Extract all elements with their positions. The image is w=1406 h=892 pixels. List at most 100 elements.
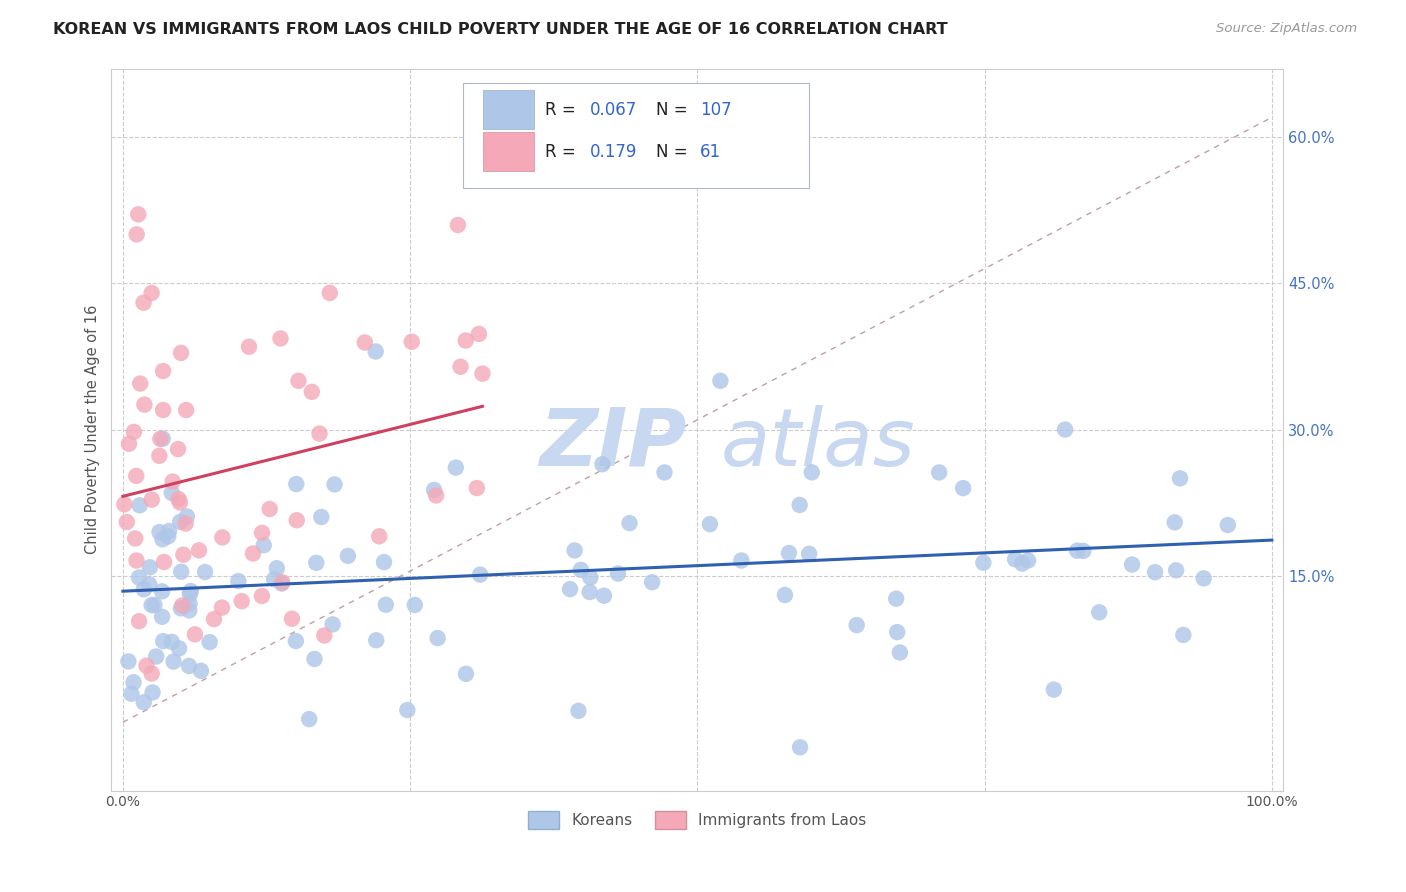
Text: 0.067: 0.067 <box>589 101 637 119</box>
Immigrants from Laos <box>188 543 211 558</box>
Text: atlas: atlas <box>721 405 915 483</box>
Immigrants from Laos <box>259 502 281 516</box>
Koreans <box>1043 682 1066 697</box>
Koreans <box>142 685 165 699</box>
Koreans <box>152 533 174 547</box>
Koreans <box>128 570 150 584</box>
Immigrants from Laos <box>125 553 148 567</box>
Koreans <box>374 598 396 612</box>
Koreans <box>709 374 731 388</box>
Koreans <box>160 635 183 649</box>
Immigrants from Laos <box>162 475 184 489</box>
Koreans <box>884 591 907 606</box>
Immigrants from Laos <box>319 285 342 300</box>
Immigrants from Laos <box>153 555 176 569</box>
Koreans <box>120 687 142 701</box>
Koreans <box>179 603 201 617</box>
Koreans <box>1163 516 1185 530</box>
Immigrants from Laos <box>141 492 163 507</box>
Koreans <box>170 601 193 615</box>
Koreans <box>423 483 446 497</box>
Koreans <box>396 703 419 717</box>
Koreans <box>1054 423 1077 437</box>
Koreans <box>778 546 800 560</box>
Immigrants from Laos <box>368 529 391 543</box>
Koreans <box>972 556 994 570</box>
Immigrants from Laos <box>211 600 233 615</box>
Immigrants from Laos <box>125 227 148 242</box>
Koreans <box>654 466 676 480</box>
Immigrants from Laos <box>465 481 488 495</box>
Koreans <box>179 596 201 610</box>
Koreans <box>162 655 184 669</box>
Immigrants from Laos <box>124 532 146 546</box>
Koreans <box>730 553 752 567</box>
Immigrants from Laos <box>314 628 336 642</box>
Koreans <box>298 712 321 726</box>
Koreans <box>141 598 163 612</box>
Koreans <box>928 466 950 480</box>
Koreans <box>578 585 600 599</box>
Koreans <box>152 432 174 446</box>
Immigrants from Laos <box>250 525 273 540</box>
Koreans <box>1166 563 1188 577</box>
Koreans <box>607 566 630 581</box>
Koreans <box>641 575 664 590</box>
Text: N =: N = <box>657 101 693 119</box>
Text: 61: 61 <box>700 143 721 161</box>
Immigrants from Laos <box>125 468 148 483</box>
Koreans <box>404 598 426 612</box>
Koreans <box>270 576 292 591</box>
Immigrants from Laos <box>118 436 141 450</box>
Koreans <box>150 584 173 599</box>
Koreans <box>579 570 602 584</box>
Koreans <box>569 563 592 577</box>
Koreans <box>845 618 868 632</box>
Text: KOREAN VS IMMIGRANTS FROM LAOS CHILD POVERTY UNDER THE AGE OF 16 CORRELATION CHA: KOREAN VS IMMIGRANTS FROM LAOS CHILD POV… <box>53 22 948 37</box>
Text: N =: N = <box>657 143 693 161</box>
Koreans <box>145 649 167 664</box>
Legend: Koreans, Immigrants from Laos: Koreans, Immigrants from Laos <box>523 805 873 835</box>
Koreans <box>1121 558 1143 572</box>
Text: 0.179: 0.179 <box>589 143 637 161</box>
Koreans <box>373 555 395 569</box>
Koreans <box>117 654 139 668</box>
Immigrants from Laos <box>149 432 172 446</box>
Immigrants from Laos <box>172 599 194 613</box>
Text: ZIP: ZIP <box>538 405 686 483</box>
Koreans <box>170 565 193 579</box>
Koreans <box>194 565 217 579</box>
Immigrants from Laos <box>271 575 294 590</box>
Immigrants from Laos <box>202 612 225 626</box>
Koreans <box>122 675 145 690</box>
Immigrants from Laos <box>401 334 423 349</box>
Koreans <box>190 664 212 678</box>
Immigrants from Laos <box>141 285 163 300</box>
Immigrants from Laos <box>308 426 330 441</box>
Koreans <box>304 652 326 666</box>
Immigrants from Laos <box>287 374 309 388</box>
Koreans <box>364 344 387 359</box>
Koreans <box>132 582 155 597</box>
Koreans <box>1004 552 1026 566</box>
Koreans <box>1011 557 1033 571</box>
Koreans <box>322 617 344 632</box>
Immigrants from Laos <box>172 548 194 562</box>
Immigrants from Laos <box>174 516 197 531</box>
Koreans <box>558 582 581 596</box>
Koreans <box>564 543 586 558</box>
Koreans <box>1173 628 1195 642</box>
Koreans <box>593 589 616 603</box>
Koreans <box>263 572 285 586</box>
Koreans <box>177 659 200 673</box>
Koreans <box>1071 544 1094 558</box>
Koreans <box>952 481 974 495</box>
Koreans <box>253 538 276 552</box>
Immigrants from Laos <box>471 367 494 381</box>
Immigrants from Laos <box>238 340 260 354</box>
Immigrants from Laos <box>468 326 491 341</box>
Immigrants from Laos <box>353 335 375 350</box>
Koreans <box>454 666 477 681</box>
Koreans <box>167 641 190 656</box>
Koreans <box>548 159 571 173</box>
